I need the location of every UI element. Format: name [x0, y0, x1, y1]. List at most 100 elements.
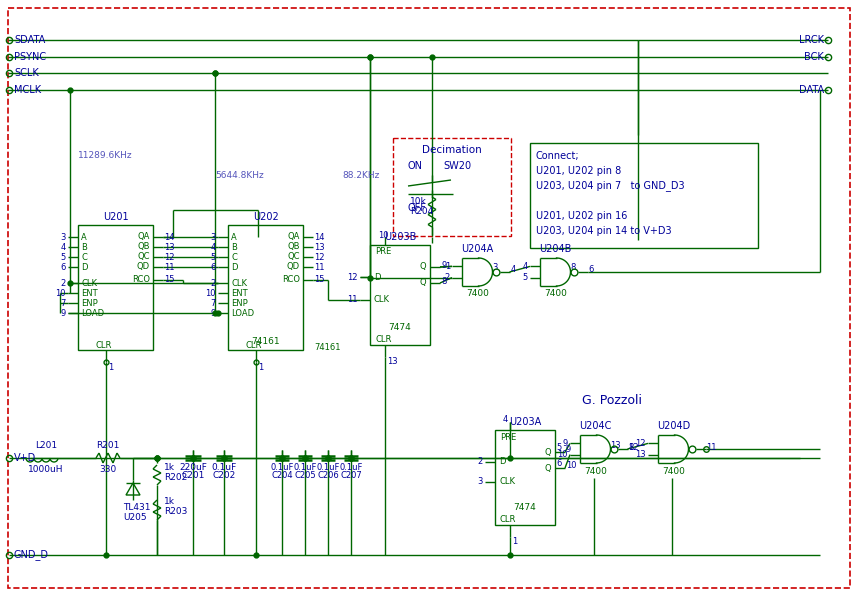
Text: 5: 5	[556, 443, 561, 452]
Text: 12: 12	[314, 253, 324, 262]
Text: 7400: 7400	[583, 467, 607, 476]
Text: 2: 2	[444, 273, 450, 282]
Text: 11289.6KHz: 11289.6KHz	[78, 151, 133, 160]
Text: 3: 3	[61, 232, 66, 241]
Text: 12: 12	[164, 253, 174, 262]
Text: CLR: CLR	[96, 340, 112, 349]
Text: G. Pozzoli: G. Pozzoli	[582, 393, 642, 406]
Text: LOAD: LOAD	[81, 309, 104, 318]
Text: RCO: RCO	[282, 275, 300, 284]
Text: B: B	[81, 243, 87, 252]
Text: 1000uH: 1000uH	[28, 465, 63, 474]
Text: A: A	[231, 232, 237, 241]
Text: QC: QC	[137, 253, 150, 262]
Text: 0.1uF: 0.1uF	[339, 464, 363, 473]
Text: QD: QD	[287, 262, 300, 272]
Text: 11: 11	[164, 262, 174, 272]
Text: U201, U202 pin 8: U201, U202 pin 8	[536, 166, 621, 176]
Text: 7474: 7474	[514, 502, 536, 511]
Text: 74161: 74161	[251, 337, 280, 346]
Text: 13: 13	[610, 440, 620, 449]
Text: U201: U201	[103, 212, 129, 222]
Text: QB: QB	[137, 243, 150, 252]
Text: 3: 3	[492, 263, 498, 272]
Text: R202: R202	[164, 473, 187, 482]
Text: Q: Q	[420, 262, 426, 272]
Text: CLR: CLR	[500, 516, 517, 524]
Text: 4: 4	[511, 265, 516, 275]
Text: QB: QB	[287, 243, 300, 252]
Text: C206: C206	[317, 471, 339, 480]
Text: 9: 9	[211, 309, 216, 318]
Text: PRE: PRE	[500, 433, 517, 442]
Text: PRE: PRE	[375, 247, 391, 256]
Text: ENT: ENT	[81, 288, 98, 297]
Text: 12: 12	[347, 272, 358, 281]
Text: 4: 4	[211, 243, 216, 252]
Text: 5644.8KHz: 5644.8KHz	[215, 170, 263, 179]
Text: ENP: ENP	[231, 299, 248, 308]
Text: 1k: 1k	[164, 498, 175, 507]
Text: 7400: 7400	[662, 467, 685, 476]
Text: C: C	[81, 253, 87, 262]
Text: C: C	[231, 253, 237, 262]
Text: CLK: CLK	[499, 477, 515, 486]
Text: Connect;: Connect;	[536, 151, 580, 161]
Text: R204: R204	[410, 206, 433, 216]
Text: U203A: U203A	[509, 417, 541, 427]
Text: 1: 1	[258, 364, 263, 372]
Text: 15: 15	[164, 275, 174, 284]
Bar	[370, 245, 430, 345]
Text: A: A	[81, 232, 87, 241]
Text: 0.1uF: 0.1uF	[293, 464, 317, 473]
Text: U203, U204 pin 7   to GND_D3: U203, U204 pin 7 to GND_D3	[536, 181, 685, 191]
Text: U201, U202 pin 16: U201, U202 pin 16	[536, 211, 627, 221]
Text: CLK: CLK	[231, 278, 247, 287]
Text: CLK: CLK	[374, 296, 390, 305]
Text: 8: 8	[570, 263, 576, 272]
Text: SW20: SW20	[443, 161, 471, 171]
Text: 2: 2	[61, 278, 66, 287]
Text: 13: 13	[314, 243, 324, 252]
Text: CLR: CLR	[375, 336, 391, 344]
Text: 10: 10	[566, 461, 577, 470]
Text: QD: QD	[137, 262, 150, 272]
Text: CLR: CLR	[246, 340, 263, 349]
Text: 2: 2	[211, 278, 216, 287]
Text: 3: 3	[210, 232, 216, 241]
Text: 220uF: 220uF	[179, 464, 207, 473]
Text: OFF: OFF	[408, 203, 427, 213]
Text: C204: C204	[271, 471, 293, 480]
Text: 74161: 74161	[314, 343, 341, 352]
Text: SCLK: SCLK	[14, 68, 39, 78]
Text: B: B	[231, 243, 237, 252]
Text: 1: 1	[512, 538, 517, 547]
Text: 4: 4	[523, 262, 528, 271]
Text: 6: 6	[556, 460, 561, 468]
Text: 8: 8	[441, 277, 446, 285]
Text: Q: Q	[420, 278, 426, 287]
Text: QA: QA	[137, 232, 150, 241]
Bar	[393, 138, 511, 236]
Text: L201: L201	[35, 442, 57, 451]
Text: 11: 11	[347, 296, 358, 305]
Text: PSYNC: PSYNC	[14, 52, 46, 62]
Text: ON: ON	[408, 161, 423, 171]
Text: U203B: U203B	[384, 232, 416, 242]
Text: QA: QA	[287, 232, 300, 241]
Text: C201: C201	[181, 471, 205, 480]
Text: D: D	[499, 458, 505, 467]
Text: 1: 1	[108, 364, 113, 372]
Text: 14: 14	[314, 232, 324, 241]
Text: 10: 10	[378, 231, 389, 240]
Text: ENT: ENT	[231, 288, 248, 297]
Text: LRCK: LRCK	[799, 35, 824, 45]
Text: RCO: RCO	[132, 275, 150, 284]
Text: 11: 11	[314, 262, 324, 272]
Text: C205: C205	[294, 471, 316, 480]
Text: 9: 9	[441, 260, 446, 269]
Text: 7400: 7400	[466, 290, 489, 299]
Text: Q: Q	[544, 464, 551, 473]
Text: CLK: CLK	[81, 278, 97, 287]
Text: MCLK: MCLK	[14, 85, 41, 95]
